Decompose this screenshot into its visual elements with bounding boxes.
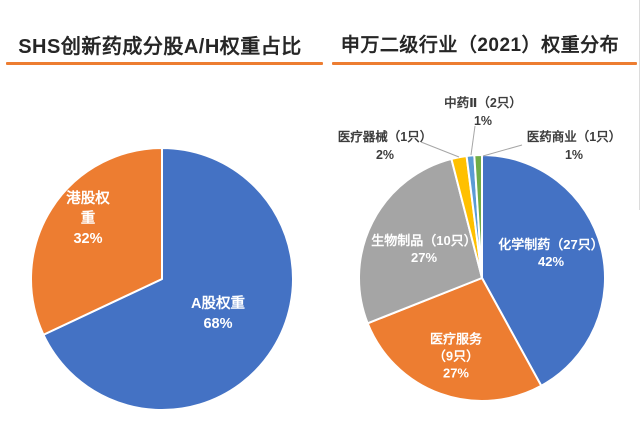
left-title-underline (6, 62, 323, 65)
label-a-share: A股权重 68% (191, 294, 245, 334)
label-hk-share: 港股权重 32% (62, 189, 114, 249)
label-chemical-pharma: 化学制药（27只） 42% (498, 236, 603, 270)
label-pharma-commerce-name: 医药商业（1只） (526, 130, 622, 144)
leader-line-pharma-commerce (482, 144, 523, 157)
left-chart-panel: SHS创新药成分股A/H权重占比 A股权重 68% 港股权重 32% (18, 36, 302, 411)
label-tcm-ii-name: 中药Ⅱ（2只） (444, 96, 522, 110)
label-a-share-name: A股权重 (191, 296, 245, 312)
pie-slice-chemical-pharma (481, 154, 606, 387)
pie-slice-pharma-commerce (473, 153, 483, 279)
label-hk-share-pct: 32% (73, 231, 103, 247)
pie-slice-medical-services (366, 277, 543, 402)
right-pie-chart (358, 125, 606, 402)
label-medical-services: 医疗服务 （9只） 27% (430, 331, 482, 382)
label-a-share-pct: 68% (203, 316, 233, 332)
label-medical-services-count: （9只） (432, 348, 480, 364)
label-hk-share-name: 港股权重 (66, 191, 110, 227)
label-biologics-name: 生物制品（10只） (371, 233, 477, 248)
label-medical-devices: 医疗器械（1只） 2% (338, 128, 432, 164)
label-tcm-ii-pct: 1% (473, 114, 493, 128)
left-chart-title: SHS创新药成分股A/H权重占比 (18, 36, 302, 58)
right-chart-panel: 申万二级行业（2021）权重分布 中药Ⅱ（2只） 1% 医疗器械（1只） 2% … (320, 0, 640, 432)
label-tcm-ii: 中药Ⅱ（2只） 1% (444, 94, 522, 130)
label-pharma-commerce: 医药商业（1只） 1% (527, 128, 621, 164)
label-pharma-commerce-pct: 1% (564, 148, 584, 162)
leader-line-medical-devices (420, 141, 460, 158)
label-medical-devices-pct: 2% (375, 148, 395, 162)
label-medical-services-pct: 27% (442, 365, 470, 381)
left-pie-slices (30, 147, 294, 411)
label-chemical-pharma-pct: 42% (537, 254, 565, 269)
pie-slice-biologics (358, 157, 483, 325)
label-medical-services-name: 医疗服务 (429, 331, 483, 347)
left-pie-chart (30, 147, 294, 411)
label-medical-devices-name: 医疗器械（1只） (337, 130, 433, 144)
pie-slice-hk-share (30, 147, 163, 336)
right-title-underline (332, 62, 637, 65)
right-pie-slices (358, 153, 606, 402)
label-chemical-pharma-name: 化学制药（27只） (498, 237, 604, 252)
pie-slice-a-share (42, 147, 294, 411)
right-chart-title: 申万二级行业（2021）权重分布 (340, 35, 620, 56)
label-biologics-pct: 27% (410, 250, 438, 265)
leader-line-tcm-ii (470, 125, 476, 156)
label-biologics: 生物制品（10只） 27% (371, 232, 476, 266)
